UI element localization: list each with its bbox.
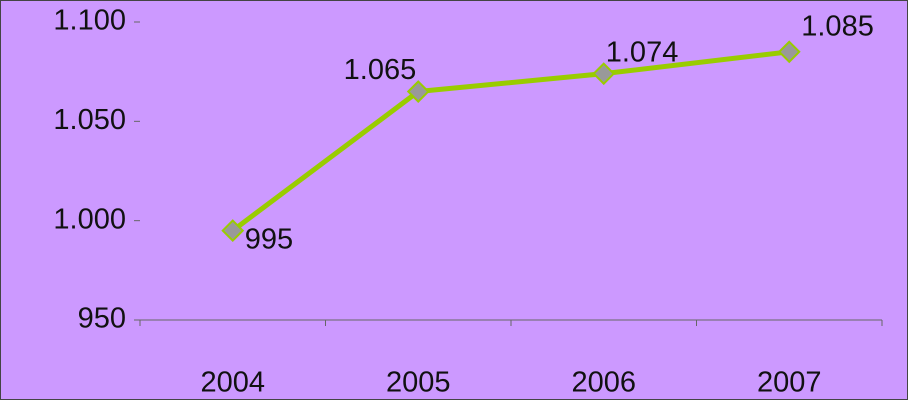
x-tick-label: 2005	[386, 367, 451, 399]
marker	[406, 80, 430, 103]
y-tick-label: 950	[78, 303, 126, 335]
y-tick-label: 1.000	[53, 203, 126, 235]
y-tick-label: 1.050	[53, 104, 126, 136]
marker	[221, 219, 245, 243]
data-label: 995	[245, 223, 293, 255]
data-label: 1.065	[344, 54, 417, 86]
x-tick-label: 2006	[571, 367, 636, 399]
data-label: 1.074	[606, 36, 679, 68]
marker	[777, 40, 801, 64]
marker	[592, 62, 616, 86]
data-label: 1.085	[801, 10, 874, 42]
line	[231, 49, 790, 233]
y-tick-label: 1.100	[53, 5, 126, 37]
x-tick-label: 2007	[757, 367, 822, 399]
x-tick-label: 2004	[200, 367, 265, 399]
